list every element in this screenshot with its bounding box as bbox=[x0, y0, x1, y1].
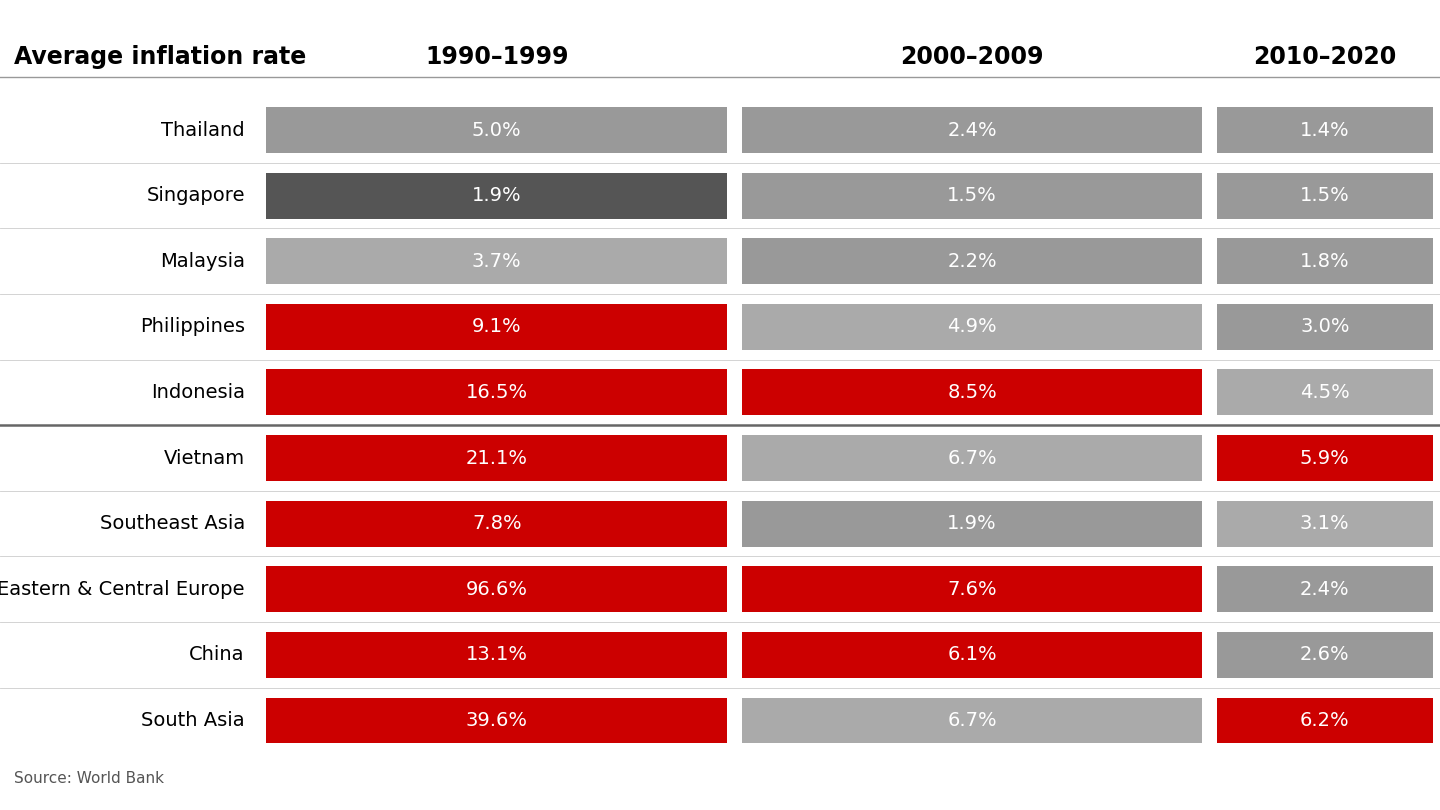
Bar bbox=[1217, 697, 1433, 744]
Text: 2010–2020: 2010–2020 bbox=[1253, 45, 1397, 69]
Text: South Asia: South Asia bbox=[141, 711, 245, 730]
Text: 6.7%: 6.7% bbox=[948, 711, 996, 730]
Text: Malaysia: Malaysia bbox=[160, 252, 245, 271]
Text: 2000–2009: 2000–2009 bbox=[900, 45, 1044, 69]
Text: 2.6%: 2.6% bbox=[1300, 646, 1349, 664]
Bar bbox=[742, 238, 1202, 284]
Text: Southeast Asia: Southeast Asia bbox=[99, 514, 245, 533]
Text: 6.1%: 6.1% bbox=[948, 646, 996, 664]
Bar bbox=[1217, 369, 1433, 416]
Text: Vietnam: Vietnam bbox=[164, 449, 245, 467]
Text: 4.5%: 4.5% bbox=[1300, 383, 1349, 402]
Text: 21.1%: 21.1% bbox=[465, 449, 528, 467]
Bar bbox=[742, 107, 1202, 153]
Text: 9.1%: 9.1% bbox=[472, 318, 521, 336]
Text: Philippines: Philippines bbox=[140, 318, 245, 336]
Bar bbox=[1217, 304, 1433, 350]
Bar bbox=[266, 238, 727, 284]
Text: 16.5%: 16.5% bbox=[465, 383, 528, 402]
Text: China: China bbox=[189, 646, 245, 664]
Bar bbox=[266, 501, 727, 547]
Text: 1.9%: 1.9% bbox=[472, 186, 521, 205]
Text: 1.8%: 1.8% bbox=[1300, 252, 1349, 271]
Bar bbox=[1217, 238, 1433, 284]
Text: Thailand: Thailand bbox=[161, 121, 245, 139]
Bar bbox=[1217, 107, 1433, 153]
Text: 5.0%: 5.0% bbox=[472, 121, 521, 139]
Bar bbox=[266, 107, 727, 153]
Text: 2.4%: 2.4% bbox=[948, 121, 996, 139]
Text: Source: World Bank: Source: World Bank bbox=[14, 770, 164, 786]
Text: 8.5%: 8.5% bbox=[948, 383, 996, 402]
Text: Indonesia: Indonesia bbox=[151, 383, 245, 402]
Text: 2.2%: 2.2% bbox=[948, 252, 996, 271]
Text: 1.4%: 1.4% bbox=[1300, 121, 1349, 139]
Bar bbox=[1217, 632, 1433, 678]
Bar bbox=[742, 566, 1202, 612]
Text: 5.9%: 5.9% bbox=[1300, 449, 1349, 467]
Text: 2.4%: 2.4% bbox=[1300, 580, 1349, 599]
Bar bbox=[266, 369, 727, 416]
Text: 6.7%: 6.7% bbox=[948, 449, 996, 467]
Bar bbox=[1217, 501, 1433, 547]
Text: 13.1%: 13.1% bbox=[465, 646, 528, 664]
Bar bbox=[742, 304, 1202, 350]
Bar bbox=[742, 435, 1202, 481]
Text: Singapore: Singapore bbox=[147, 186, 245, 205]
Bar bbox=[1217, 173, 1433, 219]
Bar bbox=[266, 566, 727, 612]
Bar bbox=[266, 697, 727, 744]
Text: 4.9%: 4.9% bbox=[948, 318, 996, 336]
Text: 3.1%: 3.1% bbox=[1300, 514, 1349, 533]
Text: 1.5%: 1.5% bbox=[948, 186, 996, 205]
Bar bbox=[742, 501, 1202, 547]
Text: 1.5%: 1.5% bbox=[1300, 186, 1349, 205]
Bar bbox=[1217, 566, 1433, 612]
Bar bbox=[266, 435, 727, 481]
Text: 39.6%: 39.6% bbox=[465, 711, 528, 730]
Text: 1990–1999: 1990–1999 bbox=[425, 45, 569, 69]
Text: Average inflation rate: Average inflation rate bbox=[14, 45, 307, 69]
Text: 1.9%: 1.9% bbox=[948, 514, 996, 533]
Text: 7.6%: 7.6% bbox=[948, 580, 996, 599]
Bar bbox=[742, 632, 1202, 678]
Bar bbox=[742, 369, 1202, 416]
Text: 7.8%: 7.8% bbox=[472, 514, 521, 533]
Text: 6.2%: 6.2% bbox=[1300, 711, 1349, 730]
Text: 96.6%: 96.6% bbox=[465, 580, 528, 599]
Text: 3.7%: 3.7% bbox=[472, 252, 521, 271]
Bar bbox=[1217, 435, 1433, 481]
Text: Eastern & Central Europe: Eastern & Central Europe bbox=[0, 580, 245, 599]
Bar bbox=[266, 173, 727, 219]
Bar bbox=[742, 697, 1202, 744]
Bar bbox=[742, 173, 1202, 219]
Bar bbox=[266, 304, 727, 350]
Text: 3.0%: 3.0% bbox=[1300, 318, 1349, 336]
Bar bbox=[266, 632, 727, 678]
